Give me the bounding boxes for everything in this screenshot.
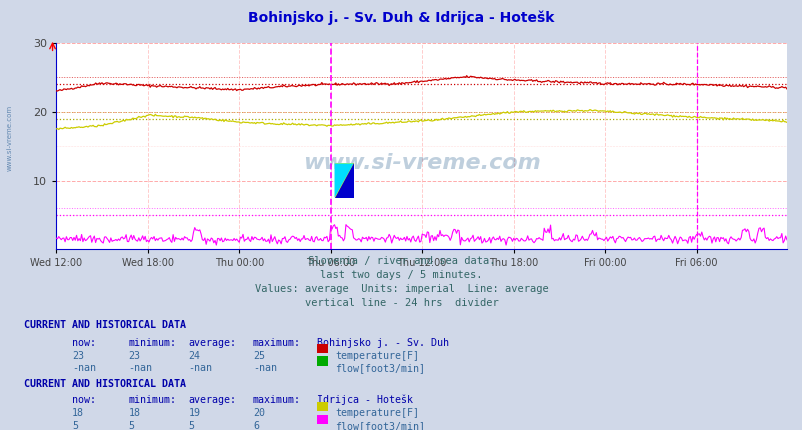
Text: 5: 5: [72, 421, 78, 430]
Text: 5: 5: [128, 421, 134, 430]
Text: 19: 19: [188, 408, 200, 418]
Text: Bohinjsko j. - Sv. Duh: Bohinjsko j. - Sv. Duh: [317, 338, 448, 347]
Text: flow[foot3/min]: flow[foot3/min]: [334, 421, 424, 430]
Text: maximum:: maximum:: [253, 338, 301, 347]
Text: -nan: -nan: [188, 363, 213, 373]
Text: CURRENT AND HISTORICAL DATA: CURRENT AND HISTORICAL DATA: [24, 379, 186, 389]
Text: now:: now:: [72, 395, 96, 405]
Text: last two days / 5 minutes.: last two days / 5 minutes.: [320, 270, 482, 280]
Text: average:: average:: [188, 338, 237, 347]
Text: vertical line - 24 hrs  divider: vertical line - 24 hrs divider: [304, 298, 498, 308]
Text: flow[foot3/min]: flow[foot3/min]: [334, 363, 424, 373]
Text: -nan: -nan: [72, 363, 96, 373]
Text: maximum:: maximum:: [253, 395, 301, 405]
Text: Values: average  Units: imperial  Line: average: Values: average Units: imperial Line: av…: [254, 284, 548, 294]
Text: 23: 23: [72, 351, 84, 361]
Text: 25: 25: [253, 351, 265, 361]
Polygon shape: [334, 163, 353, 198]
Text: -nan: -nan: [253, 363, 277, 373]
Text: www.si-vreme.com: www.si-vreme.com: [302, 153, 540, 173]
Text: average:: average:: [188, 395, 237, 405]
Text: 20: 20: [253, 408, 265, 418]
Text: Slovenia / river and sea data.: Slovenia / river and sea data.: [307, 256, 495, 266]
Text: CURRENT AND HISTORICAL DATA: CURRENT AND HISTORICAL DATA: [24, 320, 186, 330]
Text: 23: 23: [128, 351, 140, 361]
Text: minimum:: minimum:: [128, 395, 176, 405]
Text: 18: 18: [128, 408, 140, 418]
Text: www.si-vreme.com: www.si-vreme.com: [6, 104, 13, 171]
Text: 24: 24: [188, 351, 200, 361]
Text: 5: 5: [188, 421, 194, 430]
Bar: [334, 163, 353, 198]
Text: -nan: -nan: [128, 363, 152, 373]
Text: temperature[F]: temperature[F]: [334, 351, 419, 361]
Text: Bohinjsko j. - Sv. Duh & Idrijca - Hotešk: Bohinjsko j. - Sv. Duh & Idrijca - Hoteš…: [248, 11, 554, 25]
Polygon shape: [334, 163, 353, 198]
Text: minimum:: minimum:: [128, 338, 176, 347]
Text: 18: 18: [72, 408, 84, 418]
Text: 6: 6: [253, 421, 258, 430]
Text: Idrijca - Hotešk: Idrijca - Hotešk: [317, 395, 413, 405]
Text: temperature[F]: temperature[F]: [334, 408, 419, 418]
Text: now:: now:: [72, 338, 96, 347]
